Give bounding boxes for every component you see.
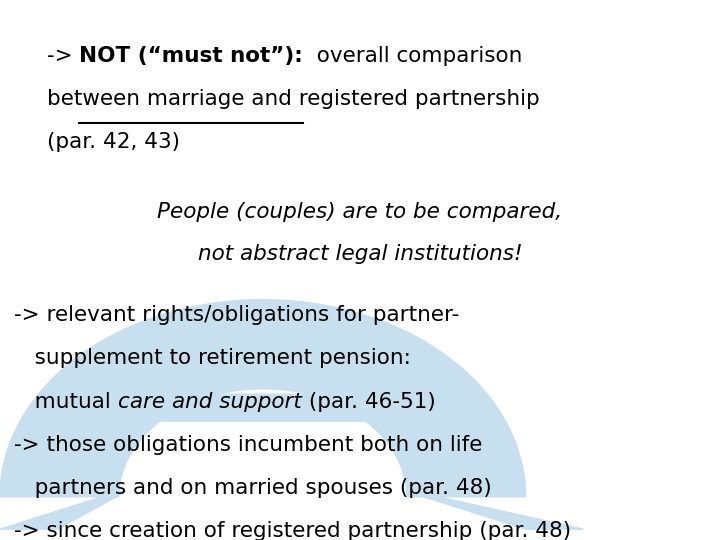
Text: between marriage and registered partnership: between marriage and registered partners… — [47, 89, 539, 109]
Text: supplement to retirement pension:: supplement to retirement pension: — [14, 348, 411, 368]
Polygon shape — [20, 394, 505, 421]
Text: -> those obligations incumbent both on life: -> those obligations incumbent both on l… — [14, 435, 483, 455]
Polygon shape — [0, 300, 526, 497]
Text: partners and on married spouses (par. 48): partners and on married spouses (par. 48… — [14, 478, 492, 498]
Polygon shape — [0, 491, 126, 529]
Text: mutual: mutual — [14, 392, 118, 411]
Text: -> relevant rights/obligations for partner-: -> relevant rights/obligations for partn… — [14, 305, 459, 325]
Text: -> since creation of registered partnership (par. 48): -> since creation of registered partners… — [14, 521, 572, 540]
Text: overall comparison: overall comparison — [303, 46, 523, 66]
Text: (par. 46-51): (par. 46-51) — [302, 392, 436, 411]
Text: (par. 42, 43): (par. 42, 43) — [47, 132, 180, 152]
Text: care and support: care and support — [118, 392, 302, 411]
Text: NOT (“must not”):: NOT (“must not”): — [79, 46, 303, 66]
Text: People (couples) are to be compared,: People (couples) are to be compared, — [158, 202, 562, 222]
Text: not abstract legal institutions!: not abstract legal institutions! — [198, 244, 522, 264]
Polygon shape — [407, 491, 583, 529]
Text: ->: -> — [47, 46, 79, 66]
